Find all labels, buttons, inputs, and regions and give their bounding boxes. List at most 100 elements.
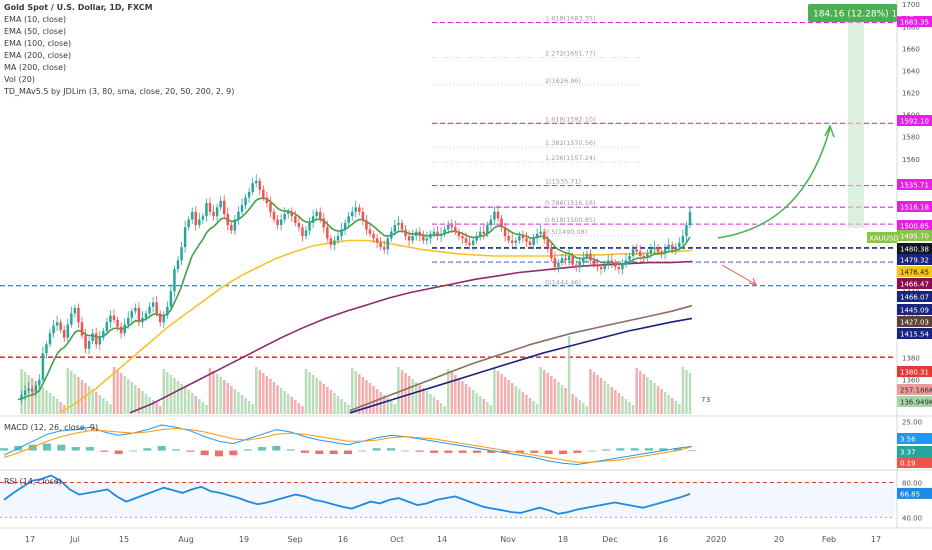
candle-body-93 (347, 216, 350, 223)
candle-body-189 (688, 211, 692, 226)
candle-body-165 (603, 264, 606, 270)
volume-bar-69 (262, 373, 265, 414)
volume-bar-78 (294, 400, 297, 414)
macd-hist-17 (243, 449, 252, 451)
volume-bar-57 (219, 377, 222, 414)
candle-body-162 (592, 260, 596, 265)
volume-bar-159 (582, 403, 585, 414)
candle-body-84 (315, 211, 318, 217)
legend-ema200[interactable]: EMA (200, close) (4, 51, 71, 60)
candle-body-73 (276, 219, 279, 226)
candle-body-181 (660, 251, 663, 254)
fib-label-9: 0.5(1490.08) (545, 228, 587, 236)
legend-td-ma[interactable]: TD_MAv5.5 by JDLim (3, 80, sma, close, 2… (3, 87, 234, 96)
volume-bar-83 (311, 375, 315, 414)
volume-bar-93 (347, 405, 350, 414)
volume-bar-166 (606, 384, 610, 414)
candle-body-14 (66, 324, 70, 338)
legend-title[interactable]: Gold Spot / U.S. Dollar, 1D, FXCM (4, 3, 153, 12)
chart-legend[interactable]: Gold Spot / U.S. Dollar, 1D, FXCM EMA (1… (3, 3, 234, 96)
candle-body-116 (429, 233, 432, 239)
candle-body-53 (205, 202, 208, 217)
volume-bar-115 (425, 391, 429, 414)
volume-bar-118 (436, 400, 439, 414)
macd-hist-5 (71, 447, 80, 451)
macd-hist-19 (272, 445, 281, 451)
candle-body-67 (254, 180, 258, 184)
time-label-15: Feb (822, 535, 836, 544)
volume-bar-100 (372, 386, 375, 414)
price-badge-6: 1480.38 (900, 246, 929, 254)
volume-bar-145 (532, 401, 535, 414)
candle-body-51 (198, 219, 201, 226)
candle-body-176 (642, 255, 646, 259)
volume-bar-6 (38, 384, 41, 414)
candle-body-156 (571, 255, 574, 265)
legend-ma200[interactable]: MA (200, close) (4, 63, 66, 72)
price-badge-bg-0 (897, 16, 932, 27)
volume-bar-52 (201, 402, 205, 414)
candle-body-158 (578, 262, 582, 268)
time-label-10: 18 (558, 535, 568, 544)
macd-hist-30 (430, 450, 438, 453)
candle-body-88 (329, 238, 333, 245)
candle-body-185 (674, 247, 678, 250)
time-label-16: 17 (871, 535, 881, 544)
rsi-tick-1: 40.00 (902, 514, 922, 522)
candle-body-31 (126, 317, 130, 325)
candle-body-5 (34, 385, 38, 392)
candle-body-157 (574, 264, 578, 268)
macd-badge-0: 3.56 (900, 436, 916, 444)
macd-hist-38 (544, 450, 553, 455)
candle-body-159 (582, 258, 585, 263)
volume-bar-10 (52, 396, 55, 414)
legend-volume[interactable]: Vol (20) (4, 75, 35, 84)
price-badge-bg-8 (897, 266, 932, 277)
candle-body-75 (283, 214, 286, 220)
volume-bar-82 (308, 372, 311, 414)
volume-bar-80 (301, 406, 304, 414)
volume-bar-85 (318, 381, 322, 414)
price-badge-13: 1415.54 (900, 331, 929, 339)
projection-drawings[interactable] (717, 22, 864, 286)
volume-bar-126 (464, 384, 468, 414)
volume-bar-75 (283, 391, 286, 414)
time-label-2: 15 (119, 535, 129, 544)
macd-hist-26 (372, 448, 381, 451)
volume-bar-59 (226, 383, 230, 414)
volume-bar-140 (514, 386, 518, 414)
candle-body-94 (350, 211, 354, 217)
volume-bar-94 (350, 368, 354, 414)
candle-body-13 (62, 329, 66, 338)
candle-body-119 (439, 233, 443, 237)
price-badge-bg-12 (897, 316, 932, 327)
legend-ema10[interactable]: EMA (10, close) (4, 15, 66, 24)
candle-body-172 (628, 255, 631, 261)
price-badge-11: 1445.09 (900, 307, 929, 315)
volume-bar-95 (354, 371, 358, 414)
candle-body-74 (279, 219, 283, 226)
candle-body-22 (94, 333, 98, 345)
price-badge-3: 1516.18 (900, 204, 929, 212)
ema10-line (17, 197, 691, 401)
symbol-badge-bg (867, 232, 897, 243)
candle-body-3 (27, 388, 30, 391)
candle-body-144 (528, 241, 532, 245)
candle-body-77 (290, 211, 294, 217)
macd-hist-21 (301, 450, 309, 453)
candle-body-57 (219, 200, 222, 208)
volume-bar-34 (137, 388, 141, 414)
volume-bar-79 (297, 403, 301, 414)
macd-label[interactable]: MACD (12, 26, close, 9) (4, 423, 98, 432)
rsi-label[interactable]: RSI (14, close) (4, 477, 62, 486)
macd-tick-0: 25.00 (902, 418, 922, 426)
candle-body-111 (411, 236, 414, 241)
candle-body-110 (407, 236, 411, 241)
legend-ema50[interactable]: EMA (50, close) (4, 27, 66, 36)
volume-bar-187 (681, 367, 685, 414)
candle-body-141 (518, 236, 521, 241)
volume-bar-152 (557, 382, 560, 414)
legend-ema100[interactable]: EMA (100, close) (4, 39, 71, 48)
macd-hist-29 (415, 450, 424, 452)
